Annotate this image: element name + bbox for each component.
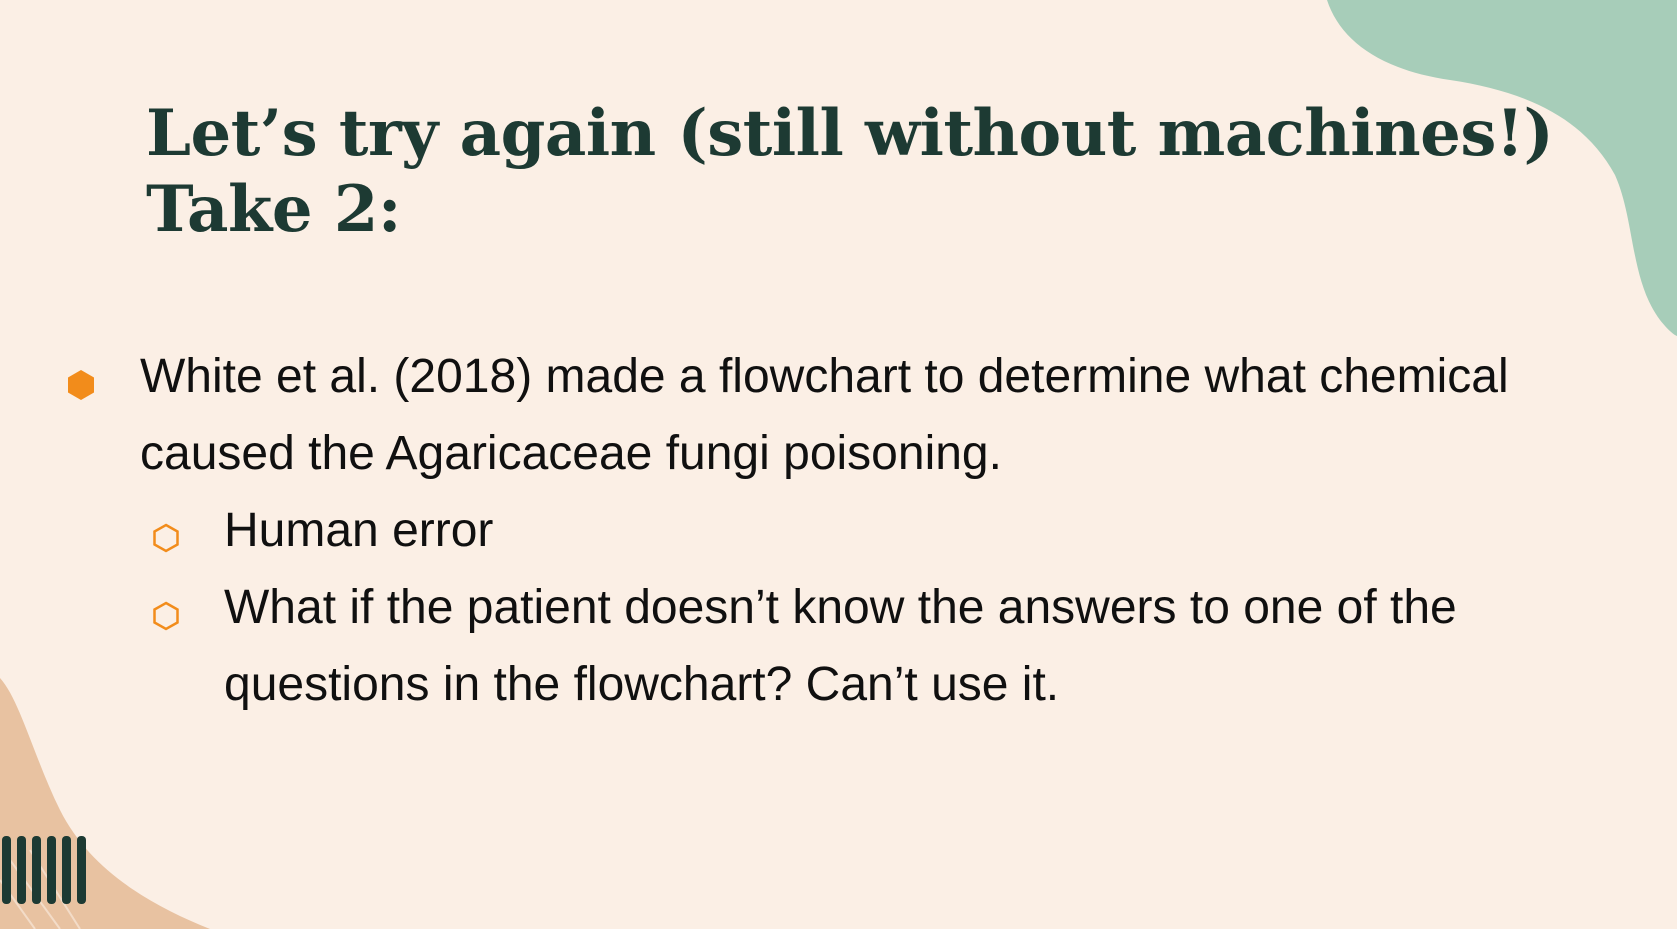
bullet-text: White et al. (2018) made a flowchart to … — [140, 350, 1509, 480]
outline-hexagon-icon — [153, 523, 179, 553]
bullet-item-level-2: What if the patient doesn’t know the ans… — [224, 569, 1614, 723]
filled-hexagon-icon — [68, 370, 94, 400]
slide-title: Let’s try again (still without machines!… — [146, 96, 1554, 248]
title-line-2: Take 2: — [146, 172, 401, 247]
green-blob-decoration — [1327, 0, 1677, 336]
title-line-1: Let’s try again (still without machines!… — [146, 96, 1554, 171]
bullet-item-level-2: Human error — [224, 492, 1614, 569]
outline-hexagon-icon — [153, 601, 179, 631]
bullet-item-level-1: White et al. (2018) made a flowchart to … — [140, 338, 1620, 492]
bullet-text: What if the patient doesn’t know the ans… — [224, 581, 1457, 711]
vertical-stripes-decoration — [2, 836, 86, 904]
bullet-text: Human error — [224, 504, 494, 557]
